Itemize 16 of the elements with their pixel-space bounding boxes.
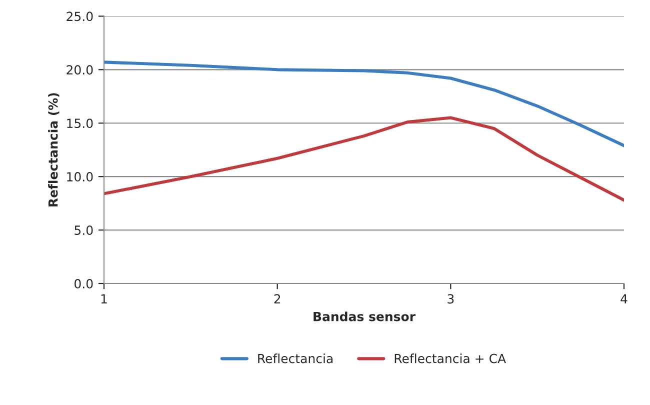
- line-series: [104, 60, 624, 148]
- legend-label: Reflectancia: [258, 354, 333, 364]
- y-axis-title: Reflectancia (%): [48, 93, 60, 206]
- y-tick-label: 25.0: [66, 12, 93, 22]
- line-series: [104, 116, 624, 202]
- y-tick-label: 0.0: [74, 278, 93, 288]
- y-tick-label: 10.0: [67, 172, 93, 182]
- y-tick-label: 5.0: [74, 226, 93, 235]
- x-axis-title: Bandas sensor: [314, 312, 416, 322]
- y-tick-label: 15.0: [67, 118, 93, 128]
- y-tick-label: 20.0: [66, 65, 93, 75]
- x-tick-label: 4: [620, 294, 628, 304]
- x-tick-label: 3: [448, 294, 454, 304]
- legend-label: Reflectancia + CA: [394, 354, 506, 364]
- x-tick-label: 2: [274, 294, 280, 304]
- x-tick-label: 1: [101, 294, 107, 304]
